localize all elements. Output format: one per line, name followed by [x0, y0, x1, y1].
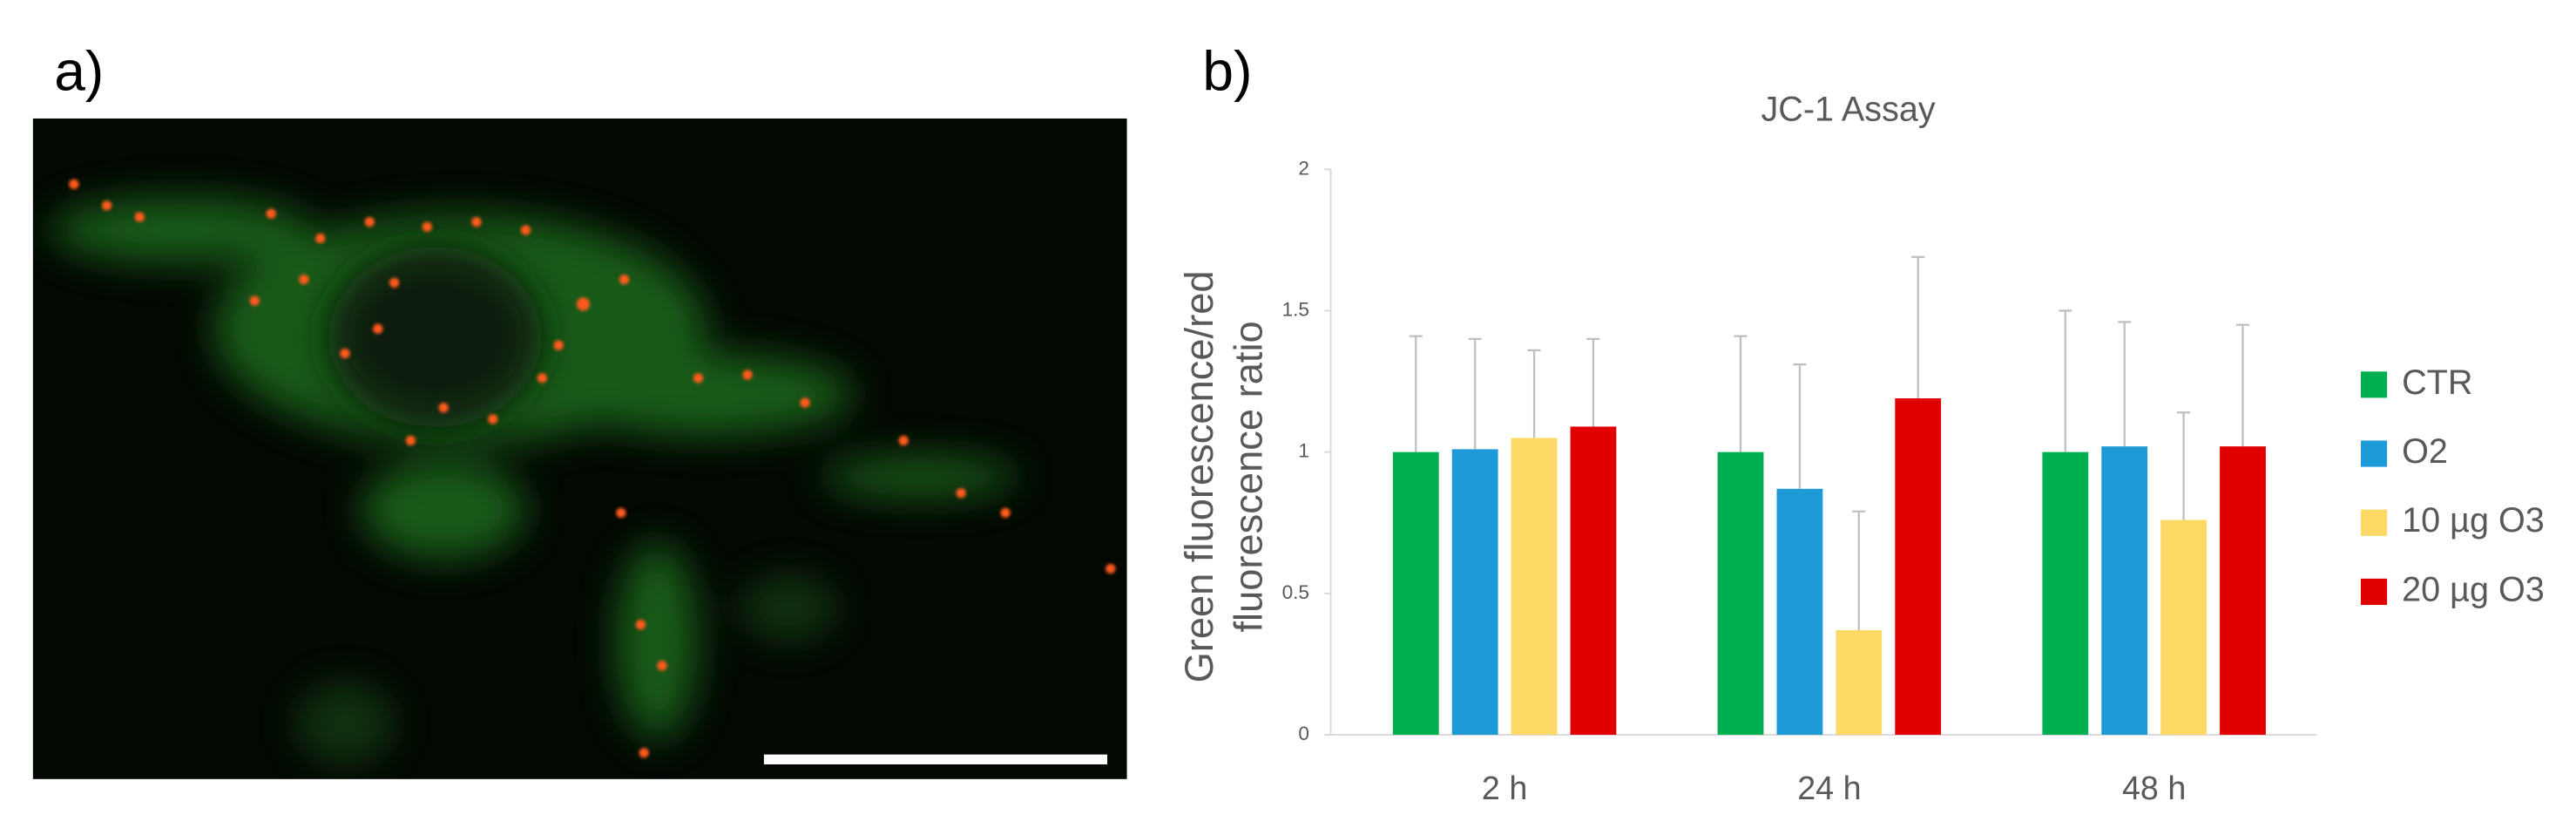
bar — [1836, 629, 1883, 736]
bar — [1895, 398, 1942, 736]
legend-label: 20 µg O3 — [2402, 570, 2545, 608]
chart-title: JC-1 Assay — [1761, 91, 1935, 129]
x-tick-label: 2 h — [1482, 770, 1527, 806]
micrograph — [32, 118, 1127, 779]
bar — [2101, 446, 2148, 736]
bar — [1451, 449, 1498, 736]
bar — [2042, 451, 2089, 736]
plot: 0 0.5 1 1.5 2 2 h 24 h 48 h CTR O2 10 µg O3 20 µg O… — [1282, 157, 2545, 806]
y-tick-label: 2 — [1298, 157, 1309, 179]
y-axis-label-box: Green fluorescence/red fluorescence rati… — [1178, 270, 1272, 683]
y-tick-label: 0.5 — [1282, 581, 1309, 603]
y-tick-label: 1.5 — [1282, 298, 1309, 320]
panel-label: a) — [54, 40, 104, 103]
bar — [1717, 451, 1764, 736]
bar — [1570, 426, 1617, 736]
legend-swatch — [2360, 440, 2388, 467]
legend-label: O2 — [2402, 432, 2448, 471]
y-axis-label: Green fluorescence/red fluorescence rati… — [1178, 270, 1272, 683]
legend-label: CTR — [2402, 363, 2472, 402]
y-tick-label: 0 — [1298, 723, 1309, 744]
legend-swatch — [2360, 509, 2388, 536]
bar — [2220, 446, 2266, 736]
legend-label: 10 µg O3 — [2402, 501, 2545, 540]
y-tick-label: 1 — [1298, 440, 1309, 462]
bar — [1392, 451, 1439, 736]
bar — [2160, 519, 2207, 736]
bar — [1511, 438, 1558, 736]
legend-swatch — [2360, 371, 2388, 398]
panel-label: b) — [1202, 40, 1252, 103]
x-tick-label: 24 h — [1797, 770, 1861, 806]
legend-swatch — [2360, 578, 2388, 606]
bar — [1776, 488, 1823, 736]
x-tick-label: 48 h — [2122, 770, 2186, 806]
